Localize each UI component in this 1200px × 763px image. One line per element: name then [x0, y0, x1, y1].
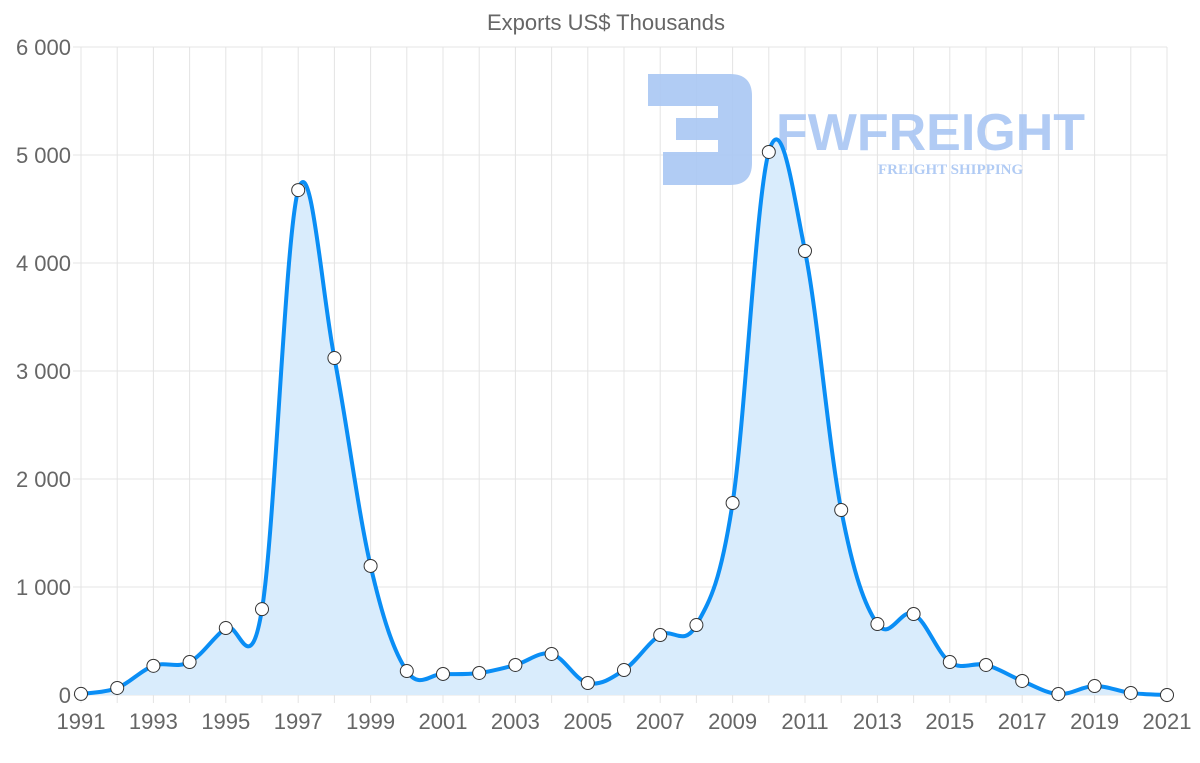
data-point-2002[interactable] — [472, 665, 487, 680]
x-tick-label: 1993 — [129, 709, 178, 734]
data-point-2009[interactable] — [725, 495, 740, 510]
data-point-1995[interactable] — [218, 621, 233, 636]
watermark-tagline: FREIGHT SHIPPING — [878, 162, 1023, 178]
y-axis-ticks: 0 1 000 2 000 3 000 4 000 5 000 6 000 — [16, 35, 71, 708]
x-tick-label: 2009 — [708, 709, 757, 734]
data-point-2001[interactable] — [436, 666, 450, 681]
data-point-2016[interactable] — [979, 657, 993, 672]
data-point-2011[interactable] — [798, 244, 812, 259]
area-fill — [81, 139, 1167, 696]
data-points — [74, 144, 1174, 702]
data-point-2017[interactable] — [1015, 673, 1030, 688]
data-point-1994[interactable] — [182, 655, 197, 670]
data-point-2021[interactable] — [1160, 688, 1174, 702]
x-tick-label: 1997 — [274, 709, 323, 734]
x-axis-ticks: 1991 1993 1995 1997 1999 2001 2003 2005 2007 2009… — [57, 709, 1192, 734]
data-point-1998[interactable] — [327, 351, 342, 366]
data-point-2010[interactable] — [761, 144, 776, 159]
x-tick-label: 1991 — [57, 709, 106, 734]
y-tick-label: 1 000 — [16, 575, 71, 600]
data-point-1999[interactable] — [363, 558, 378, 573]
data-point-1993[interactable] — [146, 658, 161, 673]
data-point-2007[interactable] — [653, 628, 668, 643]
x-tick-label: 2011 — [781, 709, 828, 734]
x-tick-label: 2013 — [853, 709, 902, 734]
data-point-2005[interactable] — [580, 676, 595, 691]
x-tick-label: 2007 — [636, 709, 685, 734]
data-point-2018[interactable] — [1051, 687, 1066, 702]
data-point-2006[interactable] — [617, 663, 631, 678]
data-point-2000[interactable] — [399, 664, 414, 679]
data-point-1991[interactable] — [74, 686, 88, 701]
watermark-brand: FWFREIGHT — [776, 104, 1085, 162]
fwfreight-logo-watermark: FWFREIGHT FREIGHT SHIPPING — [648, 74, 1085, 185]
x-tick-label: 1999 — [346, 709, 395, 734]
grid — [73, 46, 1168, 703]
x-tick-label: 2019 — [1070, 709, 1119, 734]
x-tick-label: 2001 — [419, 709, 468, 734]
y-tick-label: 4 000 — [16, 251, 71, 276]
x-tick-label: 2021 — [1143, 709, 1192, 734]
y-tick-label: 0 — [59, 683, 71, 708]
data-point-1997[interactable] — [291, 183, 306, 198]
data-point-1996[interactable] — [255, 602, 269, 617]
data-point-2014[interactable] — [906, 607, 921, 621]
data-point-2008[interactable] — [689, 618, 704, 633]
y-tick-label: 3 000 — [16, 359, 71, 384]
x-tick-label: 2017 — [998, 709, 1047, 734]
x-tick-label: 2015 — [925, 709, 974, 734]
data-point-2012[interactable] — [834, 502, 849, 517]
data-point-1992[interactable] — [110, 680, 125, 695]
data-point-2020[interactable] — [1123, 685, 1138, 700]
chart-title: Exports US$ Thousands — [487, 10, 725, 35]
data-point-2004[interactable] — [544, 646, 559, 661]
data-point-2003[interactable] — [508, 657, 523, 672]
data-point-2015[interactable] — [942, 655, 957, 670]
x-tick-label: 1995 — [201, 709, 250, 734]
x-tick-label: 2003 — [491, 709, 540, 734]
data-point-2013[interactable] — [870, 617, 885, 632]
y-tick-label: 5 000 — [16, 143, 71, 168]
y-tick-label: 2 000 — [16, 467, 71, 492]
x-tick-label: 2005 — [563, 709, 612, 734]
y-tick-label: 6 000 — [16, 35, 71, 60]
data-point-2019[interactable] — [1087, 679, 1102, 694]
